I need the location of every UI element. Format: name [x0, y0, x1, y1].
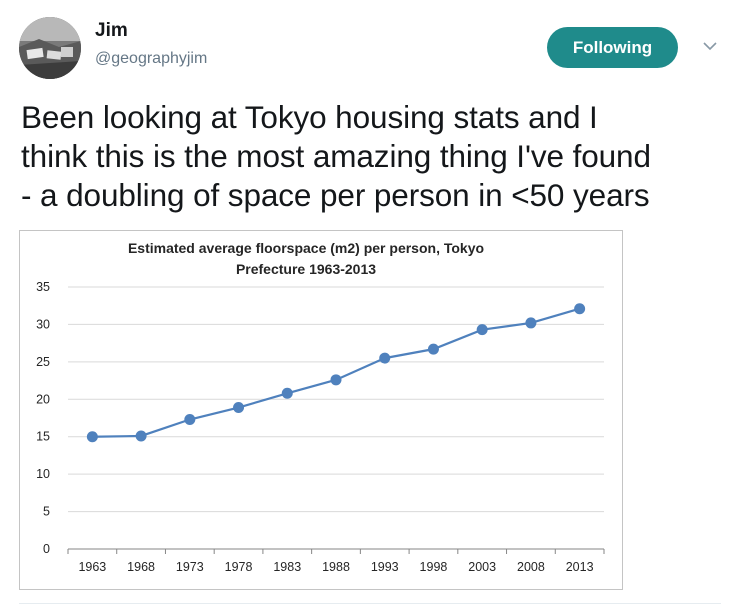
profile-photo-icon: [19, 17, 81, 79]
chart-image[interactable]: Estimated average floorspace (m2) per pe…: [19, 230, 623, 590]
chart-title-line-2: Prefecture 1963-2013: [236, 261, 376, 277]
x-tick-label: 1998: [420, 560, 448, 574]
y-tick-label: 10: [36, 467, 50, 481]
x-tick-label: 1993: [371, 560, 399, 574]
line-chart: Estimated average floorspace (m2) per pe…: [36, 240, 605, 574]
data-point: [281, 387, 293, 399]
following-button[interactable]: Following: [547, 27, 678, 68]
data-point: [330, 374, 342, 386]
tweet-text-line: Been looking at Tokyo housing stats and …: [21, 99, 598, 135]
x-tick-label: 1983: [273, 560, 301, 574]
x-tick-labels: 1963 1968 1973 1978 1983 1988 1993 1998 2003 2008…: [78, 560, 593, 574]
chart-title-line-1: Estimated average floorspace (m2) per pe…: [128, 240, 484, 256]
y-tick-label: 5: [43, 505, 50, 519]
y-tick-label: 20: [36, 392, 50, 406]
gridlines: [68, 286, 604, 513]
data-point: [184, 413, 196, 425]
data-point: [574, 303, 586, 315]
y-tick-label: 0: [43, 542, 50, 556]
x-tick-label: 1968: [127, 560, 155, 574]
data-point: [525, 317, 537, 329]
y-tick-label: 30: [36, 317, 50, 331]
data-point: [427, 343, 439, 355]
data-point: [379, 352, 391, 364]
display-name[interactable]: Jim: [95, 20, 128, 41]
tweet-text: Been looking at Tokyo housing stats and …: [21, 98, 746, 215]
y-tick-label: 15: [36, 430, 50, 444]
data-point: [86, 431, 98, 443]
x-tick-label: 1988: [322, 560, 350, 574]
tweet-text-line: - a doubling of space per person in <50 …: [21, 177, 650, 213]
divider: [19, 603, 721, 604]
chevron-down-icon[interactable]: [702, 40, 718, 52]
y-tick-labels: 0 5 10 15 20 25 30 35: [36, 280, 50, 556]
tweet-text-line: think this is the most amazing thing I'v…: [21, 138, 651, 174]
data-series: [86, 303, 586, 443]
x-tick-label: 1963: [78, 560, 106, 574]
x-tick-label: 2003: [468, 560, 496, 574]
x-tick-label: 2013: [566, 560, 594, 574]
avatar[interactable]: [19, 17, 81, 79]
x-tick-label: 1973: [176, 560, 204, 574]
y-tick-label: 25: [36, 355, 50, 369]
x-tick-label: 1978: [225, 560, 253, 574]
series-line: [92, 307, 580, 438]
user-handle[interactable]: @geographyjim: [95, 50, 208, 67]
x-tick-label: 2008: [517, 560, 545, 574]
data-point: [233, 402, 245, 414]
y-tick-label: 35: [36, 280, 50, 294]
data-point: [135, 430, 147, 442]
x-axis: [67, 548, 605, 554]
data-point: [476, 324, 488, 336]
